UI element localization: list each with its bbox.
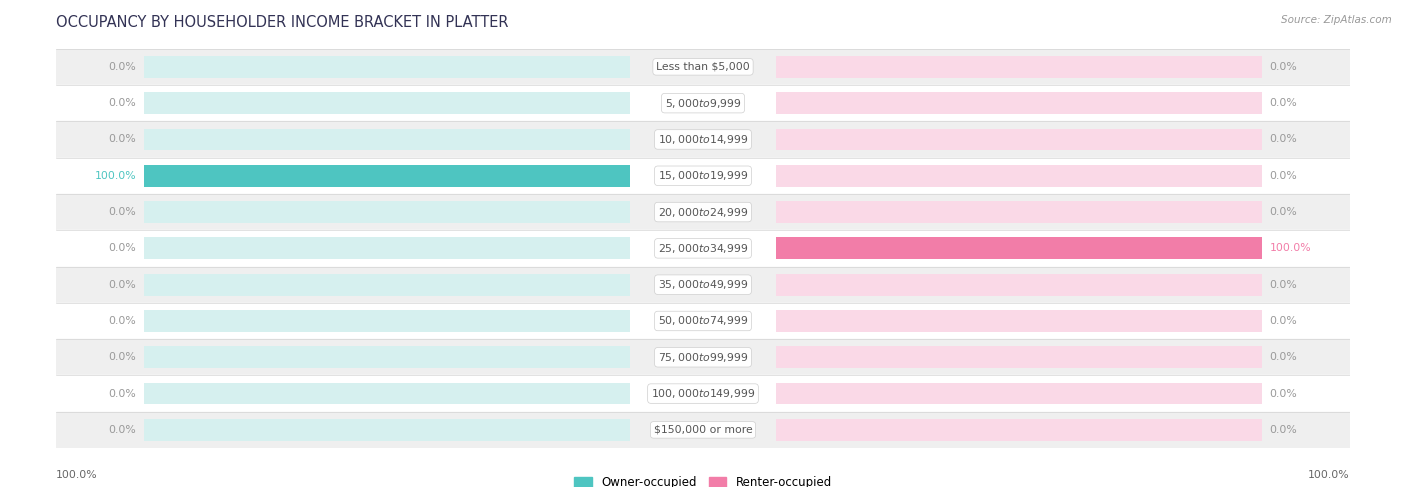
Text: 0.0%: 0.0% [1270, 207, 1298, 217]
Bar [143, 129, 630, 150]
Bar [143, 165, 630, 187]
Bar [776, 56, 1263, 78]
Bar [56, 266, 1350, 303]
Bar [776, 346, 1263, 368]
Text: 0.0%: 0.0% [1270, 316, 1298, 326]
Bar [56, 121, 1350, 158]
Bar [56, 85, 1350, 121]
Bar [56, 412, 1350, 448]
Text: $10,000 to $14,999: $10,000 to $14,999 [658, 133, 748, 146]
Bar [56, 230, 1350, 266]
Text: 0.0%: 0.0% [1270, 134, 1298, 145]
Bar [776, 383, 1263, 405]
Text: 0.0%: 0.0% [108, 98, 136, 108]
Text: $50,000 to $74,999: $50,000 to $74,999 [658, 315, 748, 327]
Bar [56, 49, 1350, 85]
Bar [56, 303, 1350, 339]
Bar [143, 346, 630, 368]
Text: 0.0%: 0.0% [108, 207, 136, 217]
Bar [143, 201, 630, 223]
Bar [143, 238, 630, 259]
Text: 0.0%: 0.0% [1270, 171, 1298, 181]
Legend: Owner-occupied, Renter-occupied: Owner-occupied, Renter-occupied [569, 471, 837, 487]
Text: $5,000 to $9,999: $5,000 to $9,999 [665, 96, 741, 110]
Bar [776, 419, 1263, 441]
Text: 100.0%: 100.0% [1308, 470, 1350, 480]
Text: $20,000 to $24,999: $20,000 to $24,999 [658, 206, 748, 219]
Text: 0.0%: 0.0% [108, 425, 136, 435]
Bar [776, 165, 1263, 187]
Bar [143, 383, 630, 405]
Text: $25,000 to $34,999: $25,000 to $34,999 [658, 242, 748, 255]
Bar [56, 375, 1350, 412]
Text: 0.0%: 0.0% [1270, 62, 1298, 72]
Bar [143, 310, 630, 332]
Bar [776, 274, 1263, 296]
Text: $15,000 to $19,999: $15,000 to $19,999 [658, 169, 748, 182]
Text: 0.0%: 0.0% [108, 134, 136, 145]
Text: 0.0%: 0.0% [108, 316, 136, 326]
Text: 0.0%: 0.0% [1270, 389, 1298, 398]
Bar [776, 238, 1263, 259]
Text: 0.0%: 0.0% [108, 389, 136, 398]
Bar [143, 274, 630, 296]
Text: 0.0%: 0.0% [108, 280, 136, 290]
Text: 100.0%: 100.0% [56, 470, 98, 480]
Bar [776, 238, 1263, 259]
Text: $150,000 or more: $150,000 or more [654, 425, 752, 435]
Text: $75,000 to $99,999: $75,000 to $99,999 [658, 351, 748, 364]
Text: 100.0%: 100.0% [1270, 244, 1312, 253]
Bar [143, 165, 630, 187]
Bar [143, 419, 630, 441]
Text: OCCUPANCY BY HOUSEHOLDER INCOME BRACKET IN PLATTER: OCCUPANCY BY HOUSEHOLDER INCOME BRACKET … [56, 15, 509, 30]
Text: 0.0%: 0.0% [1270, 352, 1298, 362]
Bar [56, 194, 1350, 230]
Bar [776, 92, 1263, 114]
Text: 0.0%: 0.0% [108, 244, 136, 253]
Text: 0.0%: 0.0% [108, 352, 136, 362]
Text: 100.0%: 100.0% [94, 171, 136, 181]
Text: 0.0%: 0.0% [1270, 98, 1298, 108]
Text: Less than $5,000: Less than $5,000 [657, 62, 749, 72]
Bar [143, 56, 630, 78]
Bar [56, 158, 1350, 194]
Bar [776, 310, 1263, 332]
Bar [776, 201, 1263, 223]
Text: $35,000 to $49,999: $35,000 to $49,999 [658, 278, 748, 291]
Text: $100,000 to $149,999: $100,000 to $149,999 [651, 387, 755, 400]
Bar [776, 129, 1263, 150]
Text: 0.0%: 0.0% [108, 62, 136, 72]
Bar [56, 339, 1350, 375]
Bar [143, 92, 630, 114]
Text: 0.0%: 0.0% [1270, 425, 1298, 435]
Text: 0.0%: 0.0% [1270, 280, 1298, 290]
Text: Source: ZipAtlas.com: Source: ZipAtlas.com [1281, 15, 1392, 25]
